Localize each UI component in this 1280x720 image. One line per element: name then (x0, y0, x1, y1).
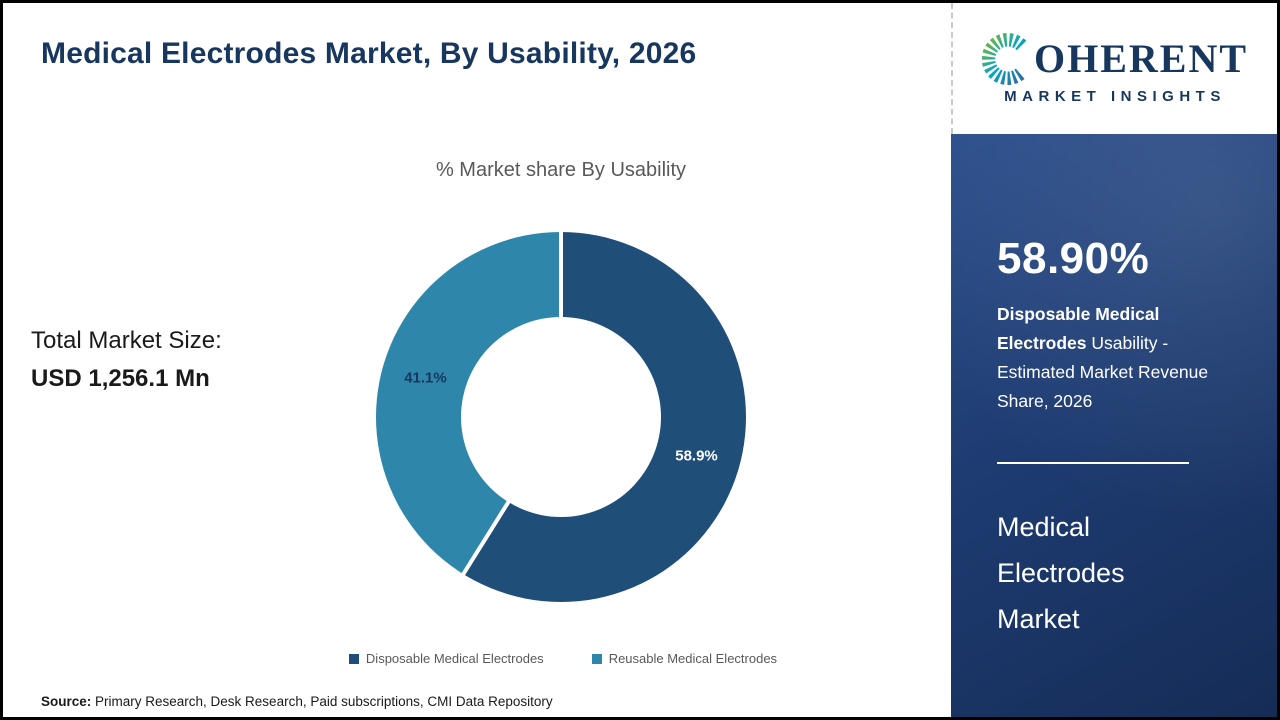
panel-title-line-2: Electrodes (997, 558, 1125, 588)
brand-tagline: MARKET INSIGHTS (1004, 87, 1226, 105)
total-market-size-label: Total Market Size: (31, 327, 222, 354)
donut-hole (461, 317, 661, 517)
chart-subtitle: % Market share By Usability (435, 159, 687, 181)
legend-label-reusable: Reusable Medical Electrodes (608, 651, 778, 666)
slice-label-disposable: 58.9% (675, 447, 718, 465)
panel-title-line-3: Market (997, 604, 1080, 634)
brand-name: OHERENT (1033, 35, 1249, 81)
total-market-size: Total Market Size: USD 1,256.1 Mn (31, 327, 222, 393)
page-title: Medical Electrodes Market, By Usability,… (41, 37, 697, 70)
legend-swatch-disposable (348, 653, 359, 664)
stat-description-rest: Usability - Estimated Market Revenue Sha… (997, 333, 1209, 411)
source-label: Source: (41, 694, 92, 709)
chart-legend: Disposable Medical Electrodes Reusable M… (163, 651, 963, 666)
brand-row: OHERENT (981, 32, 1249, 85)
total-market-size-value: USD 1,256.1 Mn (31, 365, 210, 392)
legend-swatch-reusable (591, 653, 602, 664)
slice-label-reusable: 41.1% (404, 369, 447, 387)
legend-label-disposable: Disposable Medical Electrodes (365, 651, 544, 666)
legend-item-reusable: Reusable Medical Electrodes (591, 651, 778, 666)
donut-chart: 58.9% 41.1% (376, 231, 746, 602)
stat-value: 58.90% (997, 234, 1150, 283)
sidebar-panel: 58.90% Disposable Medical Electrodes Usa… (951, 134, 1277, 717)
brand-logo: OHERENT MARKET INSIGHTS (951, 3, 1277, 134)
stat-description: Disposable Medical Electrodes Usability … (997, 300, 1213, 416)
panel-divider (997, 462, 1189, 464)
donut-chart-area: 58.9% 41.1% (376, 231, 746, 602)
source-note: Source: Primary Research, Desk Research,… (41, 694, 553, 709)
stat-description-bold: Disposable Medical Electrodes (997, 304, 1160, 353)
coherent-c-icon (981, 32, 1027, 85)
panel-title: Medical Electrodes Market (997, 504, 1243, 642)
source-text: Primary Research, Desk Research, Paid su… (91, 694, 553, 709)
panel-title-line-1: Medical (997, 512, 1091, 542)
legend-item-disposable: Disposable Medical Electrodes (348, 651, 544, 666)
